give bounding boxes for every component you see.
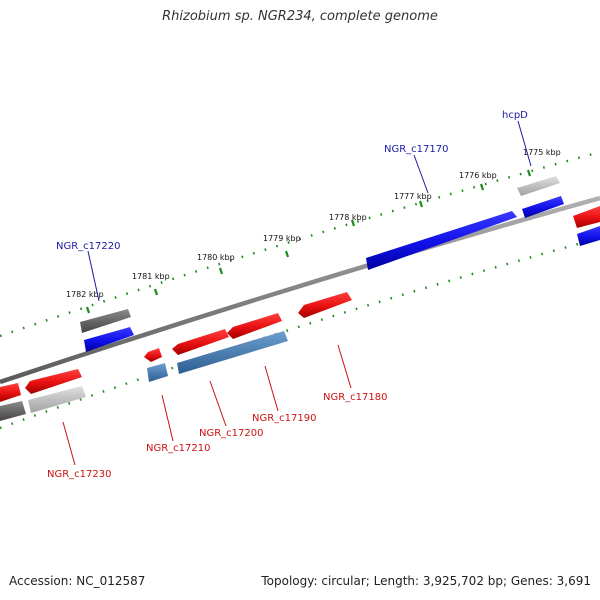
lower-tick-track bbox=[0, 236, 600, 430]
gene-hcpD[interactable] bbox=[517, 176, 560, 196]
gene-blue-right-upper[interactable] bbox=[522, 196, 564, 218]
gene-steel-long[interactable] bbox=[177, 331, 288, 374]
topology-summary: Topology: circular; Length: 3,925,702 bp… bbox=[261, 574, 591, 588]
gene-ngr-c17190[interactable] bbox=[227, 313, 282, 339]
gene-dgray-left-edge[interactable] bbox=[0, 401, 26, 421]
forward-strand-genes bbox=[80, 176, 600, 333]
gene-label-ngr-c17190[interactable]: NGR_c17190 bbox=[252, 413, 317, 424]
tick-label-1776: 1776 kbp bbox=[459, 171, 497, 180]
gene-label-ngr-c17170[interactable]: NGR_c17170 bbox=[384, 144, 449, 155]
tick-label-1777: 1777 kbp bbox=[394, 192, 432, 201]
gene-label-ngr-c17180[interactable]: NGR_c17180 bbox=[323, 392, 388, 403]
gene-ngr-c17230[interactable] bbox=[25, 369, 82, 394]
gene-steel-small[interactable] bbox=[147, 363, 168, 382]
gene-ngr-c17170[interactable] bbox=[366, 211, 517, 270]
reverse-strand-genes bbox=[0, 196, 600, 421]
tick-label-1780: 1780 kbp bbox=[197, 253, 235, 262]
gene-label-hcpd[interactable]: hcpD bbox=[502, 110, 528, 121]
tick-label-1782: 1782 kbp bbox=[66, 290, 104, 299]
upper-tick-track bbox=[0, 150, 600, 338]
label-leaders bbox=[62, 120, 532, 466]
gene-red-left-edge[interactable] bbox=[0, 383, 21, 402]
tick-label-1778: 1778 kbp bbox=[329, 213, 367, 222]
gene-ngr-c17200[interactable] bbox=[172, 329, 229, 355]
gene-ngr-c17210[interactable] bbox=[144, 348, 162, 362]
gene-ngr-c17220[interactable] bbox=[80, 309, 131, 333]
accession-label: Accession: NC_012587 bbox=[9, 574, 146, 588]
gene-label-ngr-c17220[interactable]: NGR_c17220 bbox=[56, 241, 121, 252]
tick-label-1781: 1781 kbp bbox=[132, 272, 170, 281]
major-ticks bbox=[85, 169, 532, 314]
tick-label-1779: 1779 kbp bbox=[263, 234, 301, 243]
gene-label-ngr-c17200[interactable]: NGR_c17200 bbox=[199, 428, 264, 439]
gene-blue-right-edge[interactable] bbox=[577, 226, 600, 246]
gene-lgray-left[interactable] bbox=[28, 386, 86, 413]
gene-label-ngr-c17210[interactable]: NGR_c17210 bbox=[146, 443, 211, 454]
gene-blue-left[interactable] bbox=[84, 327, 134, 352]
gene-ngr-c17180[interactable] bbox=[298, 292, 352, 318]
genome-title: Rhizobium sp. NGR234, complete genome bbox=[162, 9, 438, 24]
gene-label-ngr-c17230[interactable]: NGR_c17230 bbox=[47, 469, 112, 480]
tick-label-1775: 1775 kbp bbox=[523, 148, 561, 157]
gene-right-edge-red[interactable] bbox=[573, 206, 600, 228]
genome-backbone bbox=[0, 195, 600, 385]
